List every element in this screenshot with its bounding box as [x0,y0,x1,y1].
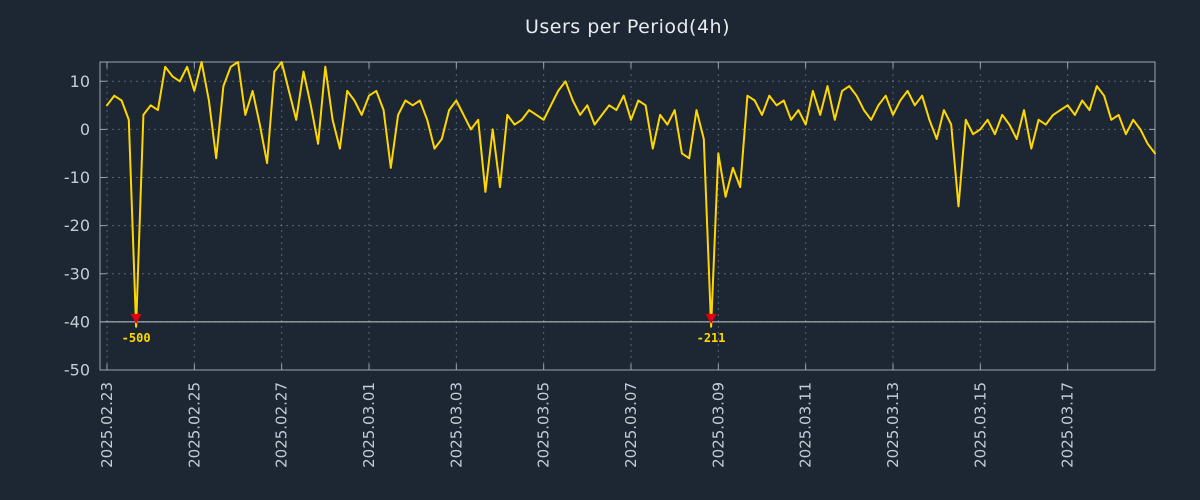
y-tick-label: -10 [64,168,90,187]
x-axis-labels: 2025.02.23 2025.02.25 2025.02.27 2025.03.01… [98,382,1077,468]
x-tick-label: 2025.03.13 [884,382,902,468]
y-axis-labels: 10 0 -10 -20 -30 -40 -50 [64,72,90,380]
x-tick-label: 2025.03.03 [447,382,465,468]
x-tick-label: 2025.03.01 [360,382,378,468]
y-tick-label: -40 [64,312,90,331]
x-tick-label: 2025.03.11 [797,382,815,468]
plot-border [99,61,1156,371]
annotation-arrow-icon [705,313,717,324]
x-tick-label: 2025.03.15 [971,382,989,468]
annotation-arrow-icon [130,313,142,324]
y-tick-label: -50 [64,361,90,380]
chart-title: Users per Period(4h) [524,16,731,38]
x-tick-label: 2025.03.09 [709,382,727,468]
annotation-label: -500 [122,331,151,345]
y-tick-label: -30 [64,264,90,283]
y-tick-label: 0 [80,120,90,139]
x-tick-label: 2025.02.27 [273,382,291,468]
tick-marks [100,62,1155,371]
y-tick-label: 10 [70,72,90,91]
x-tick-label: 2025.02.25 [185,382,203,468]
annotation-label: -211 [697,331,726,345]
x-tick-label: 2025.03.07 [622,382,640,468]
spike-annotation: -211 [697,313,726,345]
x-tick-label: 2025.02.23 [98,382,116,468]
series-line [106,61,1156,328]
x-tick-label: 2025.03.17 [1059,382,1077,468]
x-tick-label: 2025.03.05 [535,382,553,468]
spike-annotation: -500 [122,313,151,345]
y-tick-label: -20 [64,216,90,235]
